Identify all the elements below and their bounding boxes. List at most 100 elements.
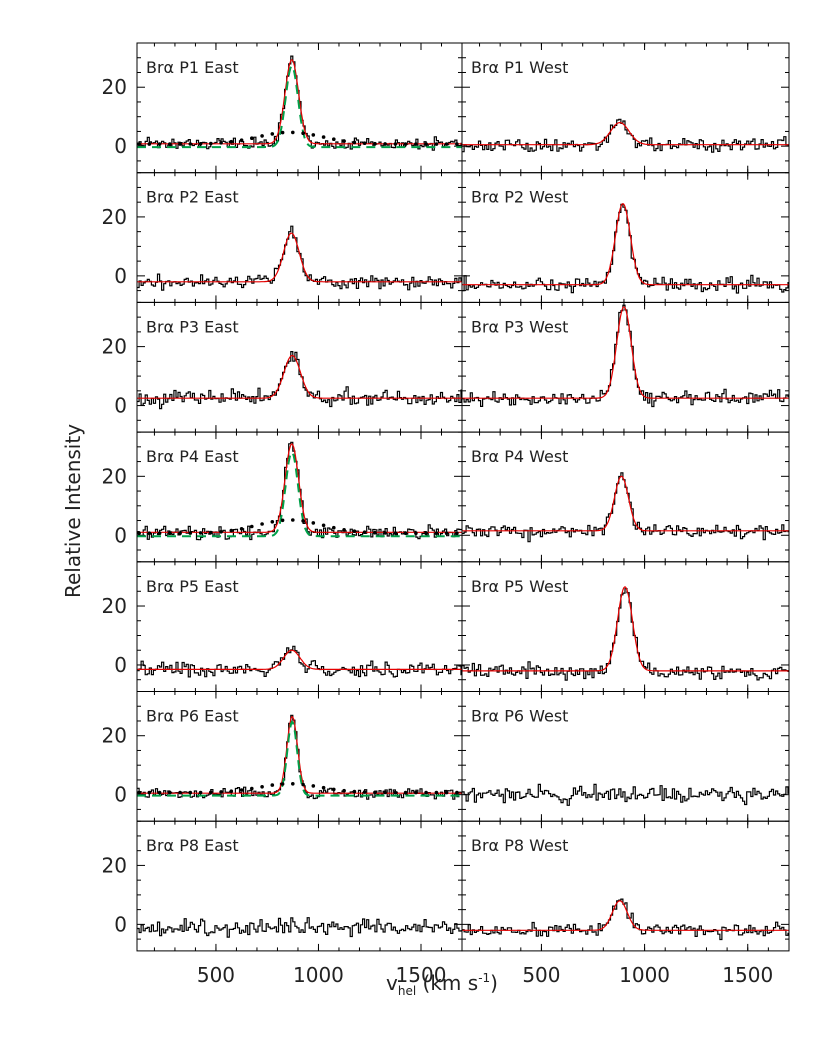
- y-tick-label: 0: [114, 134, 127, 158]
- data-histogram: [462, 203, 789, 294]
- panel-p6-west: Brα P6 West: [461, 691, 790, 822]
- broad-component-dot: [270, 783, 275, 787]
- broad-component-dot: [157, 790, 162, 795]
- broad-component-dot: [280, 518, 285, 523]
- broad-component-dot: [188, 790, 193, 795]
- broad-component-dot: [444, 790, 449, 795]
- fit-curve: [462, 586, 789, 672]
- broad-component-dot: [229, 139, 234, 144]
- broad-component-dot: [239, 138, 244, 142]
- data-histogram: [462, 304, 789, 408]
- broad-component-dot: [250, 786, 254, 791]
- broad-component-dot: [352, 140, 357, 145]
- broad-component-dot: [424, 790, 428, 795]
- broad-component-dot: [137, 790, 141, 795]
- panel-p4-east: Brα P4 East: [136, 431, 463, 563]
- broad-component-dot: [239, 788, 244, 792]
- y-tick-label: 0: [114, 523, 127, 547]
- fit-curve: [462, 475, 789, 532]
- broad-component-dot: [188, 142, 193, 146]
- narrow-component: [137, 720, 462, 797]
- panel-label: Brα P2 East: [146, 188, 239, 207]
- panel-p8-west: Brα P8 West: [461, 820, 790, 952]
- panel-label: Brα P6 West: [471, 707, 568, 726]
- panel-grid: Brα P1 East Brα P1 West Brα P2 East Brα P2 …: [136, 42, 790, 952]
- broad-component-dot: [455, 531, 459, 535]
- broad-component-dot: [270, 520, 275, 524]
- broad-component-dot: [270, 132, 275, 136]
- broad-component-dot: [332, 787, 336, 792]
- broad-component-dot: [229, 528, 234, 533]
- panel-p5-east: Brα P5 East: [136, 561, 463, 692]
- broad-component-dot: [424, 142, 428, 146]
- panel-label: Brα P5 East: [146, 577, 239, 596]
- fit-curve: [462, 900, 789, 931]
- broad-component-dot: [291, 782, 295, 786]
- broad-component-dot: [157, 142, 162, 146]
- broad-component-dot: [209, 790, 213, 795]
- fit-curve: [137, 354, 462, 399]
- broad-component-dot: [321, 523, 326, 528]
- narrow-component: [137, 64, 462, 149]
- narrow-component: [137, 450, 462, 538]
- broad-component-dot: [301, 519, 305, 523]
- y-tick-label: 20: [102, 853, 127, 877]
- broad-component-dot: [147, 790, 152, 795]
- panel-p2-west: Brα P2 West: [461, 172, 790, 303]
- broad-component-dot: [434, 790, 439, 795]
- broad-component-dot: [403, 142, 408, 146]
- x-axis-title: vhel (km s-1): [386, 971, 498, 998]
- broad-component-dot: [373, 141, 377, 146]
- broad-component-dot: [342, 139, 346, 143]
- y-tick-label: 0: [114, 912, 127, 936]
- panel-p6-east: Brα P6 East: [136, 691, 463, 822]
- broad-component-dot: [434, 142, 439, 146]
- broad-component-dot: [352, 529, 357, 533]
- y-tick-label: 0: [114, 653, 127, 677]
- broad-component-dot: [383, 531, 387, 535]
- x-tick-label: 1500: [396, 963, 447, 987]
- fit-curve: [462, 203, 789, 286]
- broad-component-dot: [229, 789, 234, 793]
- broad-component-dot: [332, 525, 336, 530]
- broad-component-dot: [424, 531, 428, 535]
- fit-curve: [137, 649, 462, 670]
- data-histogram: [137, 917, 462, 938]
- x-tick-labels: 500 1000 1500 500 1000 1500: [197, 963, 773, 987]
- y-tick-label: 20: [102, 724, 127, 748]
- broad-component-dot: [393, 790, 398, 795]
- panel-label: Brα P4 West: [471, 447, 568, 466]
- broad-component-dot: [157, 531, 162, 535]
- data-histogram: [137, 225, 462, 291]
- data-histogram: [137, 645, 462, 678]
- broad-component-dot: [198, 790, 203, 795]
- broad-component-dot: [393, 142, 398, 146]
- broad-component-dot: [291, 130, 295, 135]
- x-axis-title-rest: (km s: [416, 971, 478, 995]
- data-histogram: [137, 351, 462, 410]
- broad-component-dot: [383, 790, 387, 795]
- x-tick-label: 1000: [619, 963, 670, 987]
- broad-component-dot: [444, 531, 449, 535]
- data-histogram: [462, 118, 789, 153]
- broad-component-dot: [260, 134, 264, 138]
- broad-component-dot: [342, 788, 346, 793]
- broad-component-dot: [260, 785, 264, 789]
- broad-component-dot: [342, 528, 346, 532]
- panel-p4-west: Brα P4 West: [461, 431, 790, 563]
- data-histogram: [462, 588, 789, 681]
- y-tick-label: 20: [102, 335, 127, 359]
- broad-component-dot: [198, 142, 203, 146]
- panel-label: Brα P4 East: [146, 447, 239, 466]
- broad-component-dot: [373, 790, 377, 795]
- panel-p1-west: Brα P1 West: [461, 42, 790, 174]
- broad-component-dot: [362, 790, 367, 794]
- broad-component-dot: [219, 141, 223, 145]
- broad-component-dot: [280, 130, 285, 135]
- broad-component-dot: [178, 531, 182, 535]
- broad-component-dot: [311, 521, 316, 525]
- broad-component-dot: [455, 142, 459, 146]
- broad-component-dot: [393, 531, 398, 535]
- broad-component-dot: [219, 530, 223, 534]
- broad-component-dot: [178, 142, 182, 146]
